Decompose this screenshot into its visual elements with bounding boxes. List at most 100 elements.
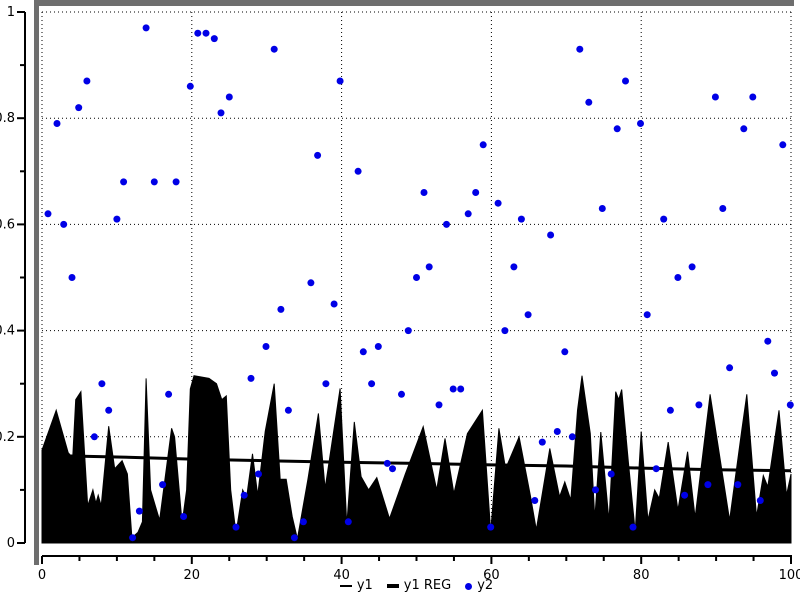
legend: y1 y1 REG y2 bbox=[42, 577, 791, 595]
scatter-point bbox=[681, 491, 689, 499]
scatter-point bbox=[120, 178, 128, 186]
scatter-point bbox=[779, 141, 787, 149]
scatter-point bbox=[113, 215, 121, 223]
legend-item-y1-reg: y1 REG bbox=[386, 578, 452, 594]
scatter-point bbox=[75, 104, 83, 112]
scatter-point bbox=[674, 274, 682, 281]
scatter-point bbox=[68, 274, 76, 281]
scatter-point bbox=[425, 263, 433, 271]
scatter-point bbox=[53, 120, 61, 127]
scatter-point bbox=[538, 438, 546, 446]
scatter-point bbox=[404, 327, 412, 335]
y-tick-label: 0.8 bbox=[0, 111, 15, 126]
x-tick-label: 80 bbox=[633, 568, 650, 583]
scatter-point bbox=[435, 401, 443, 409]
scatter-point bbox=[479, 141, 487, 149]
scatter-point bbox=[688, 263, 696, 271]
scatter-point bbox=[98, 380, 106, 388]
scatter-point bbox=[719, 205, 727, 212]
scatter-point bbox=[359, 348, 367, 356]
scatter-point bbox=[547, 231, 555, 239]
scatter-point bbox=[247, 374, 255, 382]
scatter-point bbox=[165, 390, 173, 398]
scatter-point bbox=[277, 305, 285, 313]
y-tick-label: 1 bbox=[7, 5, 15, 20]
scatter-point bbox=[383, 459, 391, 467]
scatter-point bbox=[786, 401, 794, 409]
scatter-point bbox=[561, 348, 569, 356]
scatter-point bbox=[105, 406, 113, 414]
scatter-point bbox=[90, 433, 98, 441]
scatter-point bbox=[159, 481, 167, 489]
x-axis bbox=[41, 555, 792, 564]
scatter-point bbox=[764, 337, 772, 345]
x-tick-label: 20 bbox=[184, 568, 201, 583]
scatter-point bbox=[336, 77, 344, 85]
scatter-point bbox=[150, 178, 158, 186]
scatter-point bbox=[464, 210, 472, 218]
scatter-point bbox=[501, 327, 509, 335]
scatter-point bbox=[420, 189, 428, 196]
scatter-point bbox=[531, 497, 539, 504]
scatter-point bbox=[711, 93, 719, 101]
scatter-point bbox=[344, 518, 352, 526]
scatter-point bbox=[330, 300, 338, 308]
legend-label-y1: y1 bbox=[356, 578, 373, 593]
thin-line-icon bbox=[339, 585, 352, 587]
y1-reg-line-series bbox=[41, 453, 792, 473]
scatter-point bbox=[771, 369, 778, 377]
window-frame-left bbox=[34, 0, 39, 565]
scatter-point bbox=[322, 380, 330, 388]
scatter-point bbox=[472, 189, 480, 196]
legend-label-y2: y2 bbox=[477, 578, 494, 593]
x-tick-label: 40 bbox=[333, 568, 350, 583]
scatter-point bbox=[487, 523, 495, 531]
scatter-point bbox=[262, 343, 270, 350]
y-tick-label: 0.2 bbox=[0, 430, 15, 445]
scatter-point bbox=[666, 406, 674, 414]
scatter-point bbox=[60, 220, 68, 228]
scatter-point bbox=[210, 35, 218, 43]
y1-area-path bbox=[41, 375, 792, 544]
window-frame-top bbox=[34, 0, 794, 6]
scatter-point bbox=[307, 279, 315, 287]
scatter-point bbox=[83, 77, 91, 85]
y-tick-label: 0 bbox=[7, 536, 15, 551]
scatter-point bbox=[186, 82, 194, 90]
scatter-point bbox=[622, 77, 629, 85]
scatter-point bbox=[290, 534, 298, 542]
scatter-point bbox=[494, 199, 502, 207]
scatter-point bbox=[299, 518, 307, 526]
scatter-point bbox=[232, 523, 240, 531]
y-axis-labels: 0 0.2 0.4 0.6 0.8 1 bbox=[0, 5, 15, 551]
scatter-point bbox=[517, 215, 525, 223]
scatter-point bbox=[695, 401, 703, 409]
scatter-point bbox=[135, 507, 143, 515]
y2-scatter-series bbox=[44, 24, 794, 542]
legend-label-y1-reg: y1 REG bbox=[403, 578, 452, 593]
scatter-point bbox=[142, 24, 150, 32]
legend-item-y2: y2 bbox=[465, 578, 493, 594]
scatter-point bbox=[314, 151, 322, 159]
scatter-point bbox=[740, 125, 748, 133]
y1-reg-line bbox=[41, 453, 792, 473]
scatter-point bbox=[568, 433, 576, 441]
scatter-point bbox=[129, 534, 137, 542]
scatter-point bbox=[225, 93, 233, 101]
scatter-point bbox=[585, 98, 593, 106]
scatter-point bbox=[172, 178, 180, 186]
legend-item-y1: y1 bbox=[339, 578, 373, 594]
x-tick-label: 0 bbox=[38, 568, 46, 583]
scatter-point bbox=[592, 486, 599, 494]
scatter-point bbox=[598, 205, 606, 212]
scatter-point bbox=[284, 406, 292, 414]
scatter-point bbox=[613, 125, 621, 133]
scatter-point bbox=[726, 364, 734, 372]
scatter-point bbox=[398, 390, 405, 398]
scatter-point bbox=[756, 497, 764, 504]
scatter-point bbox=[389, 465, 396, 473]
thick-line-icon bbox=[386, 584, 399, 588]
scatter-point bbox=[449, 385, 457, 393]
x-tick-label: 60 bbox=[483, 568, 500, 583]
